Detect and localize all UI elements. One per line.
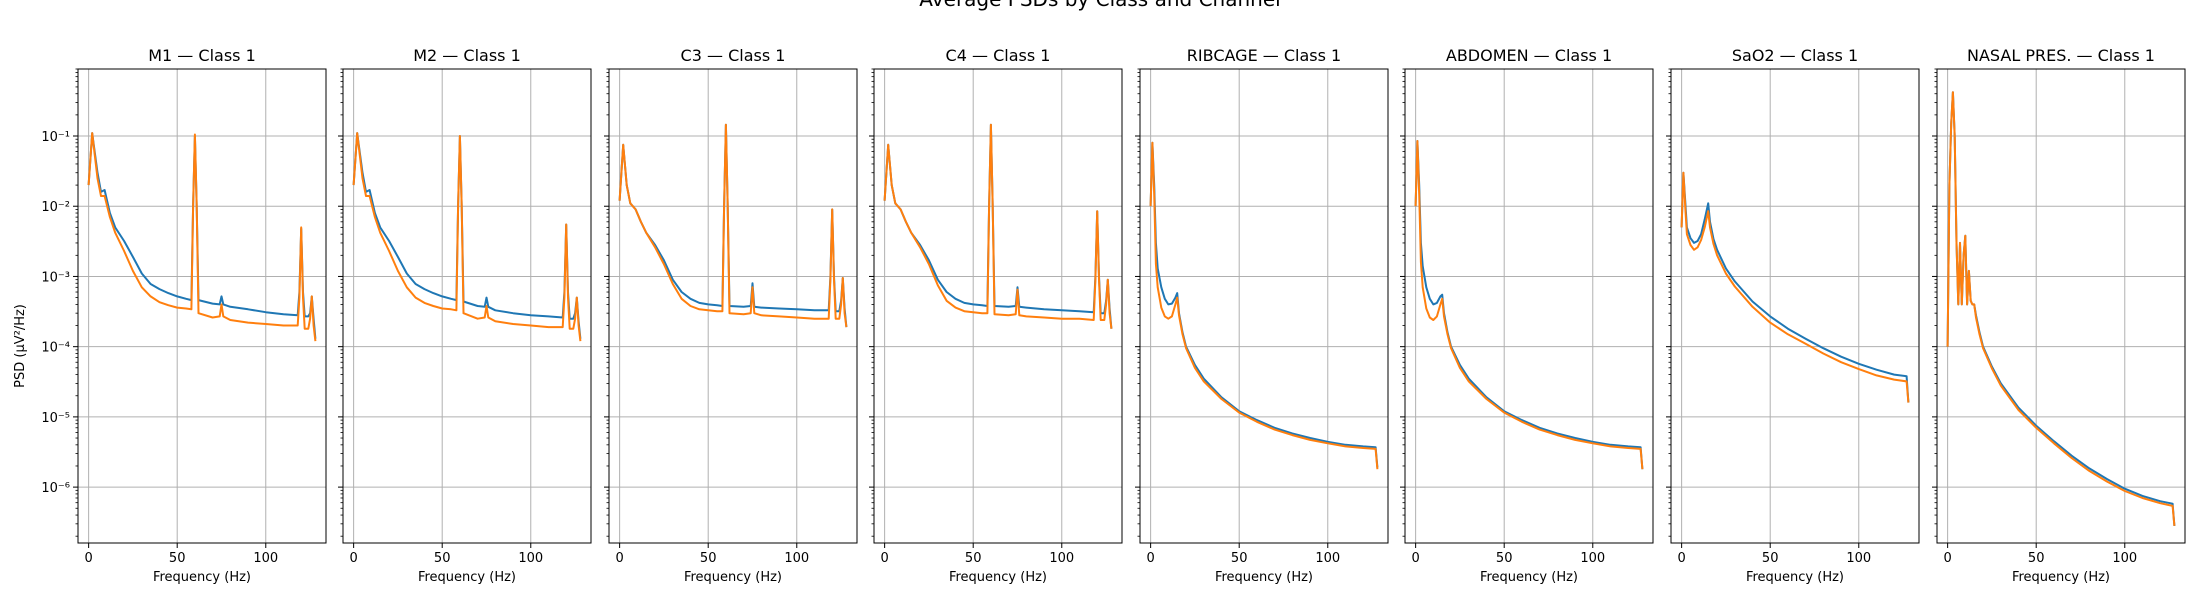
series-line-2 <box>87 132 317 342</box>
x-tick-label: 0 <box>880 551 888 566</box>
subplot-title: ABDOMEN — Class 1 <box>1446 46 1612 65</box>
series-line-1 <box>1946 91 2176 526</box>
x-axis-label: Frequency (Hz) <box>1480 570 1578 585</box>
x-tick-label: 50 <box>2028 551 2045 566</box>
x-tick-label: 0 <box>349 551 357 566</box>
axes-frame <box>1670 68 1920 544</box>
x-tick-label: 0 <box>1411 551 1419 566</box>
series-line-1 <box>87 132 317 339</box>
subplot-title: M1 — Class 1 <box>148 46 256 65</box>
x-tick-label: 0 <box>1677 551 1685 566</box>
x-tick-label: 50 <box>965 551 982 566</box>
x-tick-label: 0 <box>615 551 623 566</box>
x-tick-label: 50 <box>434 551 451 566</box>
x-tick-label: 100 <box>253 551 278 566</box>
axes-frame <box>342 68 592 544</box>
series-line-1 <box>618 123 848 328</box>
series-line-2 <box>1680 171 1910 403</box>
x-tick-label: 100 <box>1846 551 1871 566</box>
x-tick-label: 50 <box>1231 551 1248 566</box>
x-tick-label: 50 <box>1762 551 1779 566</box>
shared-y-axis-label: PSD (µV²/Hz) <box>13 304 28 388</box>
series-line-1 <box>352 132 582 339</box>
subplot-title: SaO2 — Class 1 <box>1732 46 1858 65</box>
series-line-2 <box>1149 141 1379 470</box>
x-axis-label: Frequency (Hz) <box>2012 570 2110 585</box>
axes-frame <box>873 68 1123 544</box>
x-tick-label: 100 <box>2112 551 2137 566</box>
subplot-title: NASAL PRES. — Class 1 <box>1967 46 2155 65</box>
x-tick-label: 100 <box>1580 551 1605 566</box>
x-axis-label: Frequency (Hz) <box>1215 570 1313 585</box>
x-tick-label: 0 <box>1943 551 1951 566</box>
subplot-title: RIBCAGE — Class 1 <box>1187 46 1341 65</box>
subplot-panel: 0 50 100 M2 — Class 1 Frequency (Hz) <box>338 46 592 585</box>
x-tick-label: 100 <box>1315 551 1340 566</box>
subplot-grid: 0 50 100 10⁻⁶ 10⁻⁵ 10⁻⁴ 10⁻³ 10⁻² 10⁻¹ M1 — Class… <box>41 46 2186 585</box>
series-line-2 <box>1414 140 1644 470</box>
x-tick-label: 50 <box>1496 551 1513 566</box>
subplot-panel: 0 50 100 RIBCAGE — Class 1 Frequency (Hz) <box>1135 46 1389 585</box>
x-tick-label: 0 <box>1146 551 1154 566</box>
subplot-title: M2 — Class 1 <box>413 46 521 65</box>
x-axis-label: Frequency (Hz) <box>949 570 1047 585</box>
figure-title: Average PSDs by Class and Channel <box>919 0 1280 11</box>
axes-frame <box>1139 68 1389 544</box>
y-tick-label: 10⁻³ <box>41 270 70 285</box>
series-line-1 <box>1149 141 1379 468</box>
x-tick-label: 100 <box>1049 551 1074 566</box>
y-tick-label: 10⁻² <box>41 200 70 215</box>
series-line-1 <box>1414 140 1644 470</box>
subplot-panel: 0 50 100 NASAL PRES. — Class 1 Frequency (Hz… <box>1932 46 2186 585</box>
x-axis-label: Frequency (Hz) <box>153 570 251 585</box>
x-tick-label: 50 <box>169 551 186 566</box>
x-tick-label: 100 <box>518 551 543 566</box>
subplot-panel: 0 50 100 10⁻⁶ 10⁻⁵ 10⁻⁴ 10⁻³ 10⁻² 10⁻¹ M1 — Class… <box>41 46 327 585</box>
axes-frame <box>1936 68 2186 544</box>
x-tick-label: 100 <box>784 551 809 566</box>
subplot-panel: 0 50 100 ABDOMEN — Class 1 Frequency (Hz) <box>1400 46 1654 585</box>
subplot-panel: 0 50 100 C4 — Class 1 Frequency (Hz) <box>869 46 1123 585</box>
x-tick-label: 50 <box>700 551 717 566</box>
subplot-panel: 0 50 100 C3 — Class 1 Frequency (Hz) <box>604 46 858 585</box>
series-line-1 <box>1680 171 1910 403</box>
series-line-1 <box>883 123 1113 329</box>
y-tick-label: 10⁻⁵ <box>41 411 70 426</box>
axes-frame <box>77 68 327 544</box>
series-line-2 <box>883 123 1113 329</box>
axes-frame <box>608 68 858 544</box>
y-tick-label: 10⁻⁶ <box>41 481 70 496</box>
y-tick-label: 10⁻¹ <box>41 130 70 145</box>
axes-frame <box>1404 68 1654 544</box>
x-axis-label: Frequency (Hz) <box>1746 570 1844 585</box>
series-line-2 <box>1946 91 2176 526</box>
subplot-panel: 0 50 100 SaO2 — Class 1 Frequency (Hz) <box>1666 46 1920 585</box>
series-line-2 <box>618 123 848 328</box>
subplot-title: C3 — Class 1 <box>681 46 786 65</box>
y-tick-label: 10⁻⁴ <box>41 341 70 356</box>
x-tick-label: 0 <box>84 551 92 566</box>
series-line-2 <box>352 132 582 342</box>
subplot-title: C4 — Class 1 <box>946 46 1051 65</box>
x-axis-label: Frequency (Hz) <box>684 570 782 585</box>
x-axis-label: Frequency (Hz) <box>418 570 516 585</box>
